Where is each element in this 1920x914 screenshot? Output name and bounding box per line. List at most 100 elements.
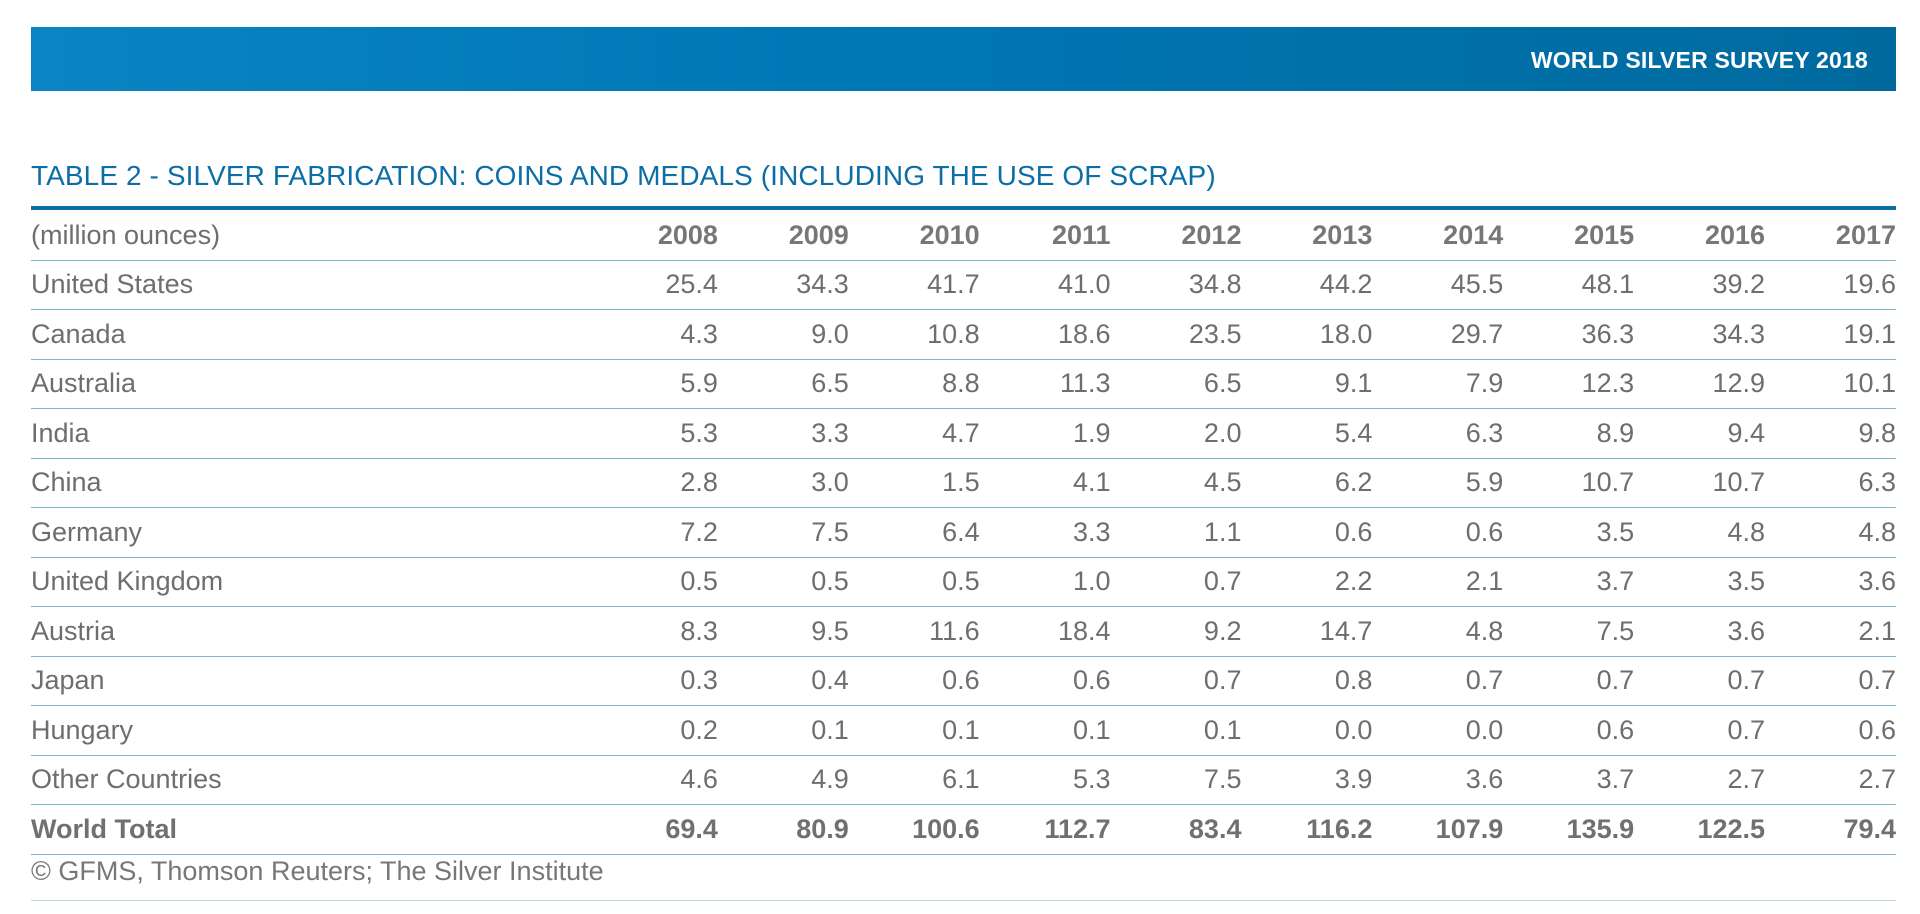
year-header: 2016: [1634, 211, 1766, 261]
value-cell: 2.1: [1372, 557, 1504, 607]
table-row: United Kingdom 0.5 0.5 0.5 1.0 0.7 2.2 2.1 3.7 3.…: [31, 557, 1896, 607]
value-cell: 3.7: [1503, 755, 1635, 805]
value-cell: 2.7: [1765, 755, 1896, 805]
year-header: 2014: [1372, 211, 1504, 261]
country-label: Canada: [31, 309, 588, 360]
value-cell: 12.3: [1503, 359, 1635, 409]
value-cell: 0.8: [1241, 656, 1373, 706]
value-cell: 0.5: [717, 557, 849, 607]
value-cell: 0.1: [979, 705, 1111, 756]
unit-label: (million ounces): [31, 211, 588, 261]
value-cell: 41.0: [979, 260, 1111, 310]
value-cell: 6.3: [1372, 408, 1504, 459]
value-cell: 2.0: [1110, 408, 1242, 459]
value-cell: 0.2: [587, 705, 718, 756]
report-title: WORLD SILVER SURVEY 2018: [1530, 47, 1868, 73]
total-label: World Total: [31, 804, 588, 855]
header-banner: WORLD SILVER SURVEY 2018: [31, 27, 1896, 91]
value-cell: 25.4: [587, 260, 718, 310]
value-cell: 3.3: [979, 507, 1111, 558]
total-value-cell: 80.9: [717, 804, 849, 855]
country-label: Japan: [31, 656, 588, 706]
value-cell: 6.2: [1241, 458, 1373, 508]
value-cell: 3.9: [1241, 755, 1373, 805]
value-cell: 0.6: [1241, 507, 1373, 558]
value-cell: 18.4: [979, 606, 1111, 657]
value-cell: 3.7: [1503, 557, 1635, 607]
year-header: 2010: [848, 211, 980, 261]
value-cell: 3.3: [717, 408, 849, 459]
table-row: Germany 7.2 7.5 6.4 3.3 1.1 0.6 0.6 3.5 4.8 4.8: [31, 507, 1896, 558]
table-row: Austria 8.3 9.5 11.6 18.4 9.2 14.7 4.8 7.5 3.6 2.1: [31, 606, 1896, 657]
value-cell: 8.9: [1503, 408, 1635, 459]
value-cell: 7.2: [587, 507, 718, 558]
value-cell: 11.3: [979, 359, 1111, 409]
total-row: World Total 69.4 80.9 100.6 112.7 83.4 116.2 10…: [31, 804, 1896, 855]
value-cell: 9.5: [717, 606, 849, 657]
value-cell: 0.1: [1110, 705, 1242, 756]
value-cell: 5.9: [587, 359, 718, 409]
value-cell: 7.5: [1503, 606, 1635, 657]
value-cell: 4.5: [1110, 458, 1242, 508]
value-cell: 48.1: [1503, 260, 1635, 310]
value-cell: 41.7: [848, 260, 980, 310]
value-cell: 44.2: [1241, 260, 1373, 310]
value-cell: 3.6: [1634, 606, 1766, 657]
country-label: Hungary: [31, 705, 588, 756]
value-cell: 3.6: [1372, 755, 1504, 805]
value-cell: 18.6: [979, 309, 1111, 360]
value-cell: 0.5: [587, 557, 718, 607]
table-row: India 5.3 3.3 4.7 1.9 2.0 5.4 6.3 8.9 9.4 9.8: [31, 408, 1896, 459]
value-cell: 1.9: [979, 408, 1111, 459]
value-cell: 18.0: [1241, 309, 1373, 360]
year-header: 2008: [587, 211, 718, 261]
value-cell: 1.1: [1110, 507, 1242, 558]
value-cell: 1.0: [979, 557, 1111, 607]
value-cell: 0.1: [848, 705, 980, 756]
value-cell: 7.5: [717, 507, 849, 558]
value-cell: 3.5: [1503, 507, 1635, 558]
value-cell: 34.8: [1110, 260, 1242, 310]
table-row: Hungary 0.2 0.1 0.1 0.1 0.1 0.0 0.0 0.6 0.7 0.6: [31, 705, 1896, 756]
value-cell: 4.8: [1634, 507, 1766, 558]
source-note: © GFMS, Thomson Reuters; The Silver Inst…: [31, 856, 604, 886]
year-header: 2009: [717, 211, 849, 261]
value-cell: 0.6: [1503, 705, 1635, 756]
value-cell: 5.3: [979, 755, 1111, 805]
footer-divider: [31, 900, 1896, 901]
value-cell: 36.3: [1503, 309, 1635, 360]
value-cell: 1.5: [848, 458, 980, 508]
value-cell: 19.1: [1765, 309, 1896, 360]
value-cell: 7.5: [1110, 755, 1242, 805]
value-cell: 29.7: [1372, 309, 1504, 360]
table-row: China 2.8 3.0 1.5 4.1 4.5 6.2 5.9 10.7 10.7 6.3: [31, 458, 1896, 508]
total-value-cell: 83.4: [1110, 804, 1242, 855]
value-cell: 9.2: [1110, 606, 1242, 657]
value-cell: 9.1: [1241, 359, 1373, 409]
table-row: Canada 4.3 9.0 10.8 18.6 23.5 18.0 29.7 36.3 34.3…: [31, 309, 1896, 360]
value-cell: 0.7: [1634, 705, 1766, 756]
value-cell: 2.7: [1634, 755, 1766, 805]
country-label: United Kingdom: [31, 557, 588, 607]
value-cell: 23.5: [1110, 309, 1242, 360]
table-title: TABLE 2 - SILVER FABRICATION: COINS AND …: [31, 160, 1216, 191]
country-label: Austria: [31, 606, 588, 657]
value-cell: 3.6: [1765, 557, 1896, 607]
value-cell: 3.0: [717, 458, 849, 508]
table-row: Japan 0.3 0.4 0.6 0.6 0.7 0.8 0.7 0.7 0.7 0.7: [31, 656, 1896, 706]
total-value-cell: 135.9: [1503, 804, 1635, 855]
value-cell: 8.8: [848, 359, 980, 409]
value-cell: 5.4: [1241, 408, 1373, 459]
value-cell: 4.8: [1765, 507, 1896, 558]
value-cell: 6.5: [1110, 359, 1242, 409]
value-cell: 0.6: [979, 656, 1111, 706]
value-cell: 0.7: [1634, 656, 1766, 706]
value-cell: 0.7: [1372, 656, 1504, 706]
value-cell: 9.4: [1634, 408, 1766, 459]
value-cell: 8.3: [587, 606, 718, 657]
table-row: Australia 5.9 6.5 8.8 11.3 6.5 9.1 7.9 12.3 12.9 1…: [31, 359, 1896, 409]
value-cell: 2.8: [587, 458, 718, 508]
total-value-cell: 69.4: [587, 804, 718, 855]
value-cell: 6.5: [717, 359, 849, 409]
value-cell: 0.5: [848, 557, 980, 607]
